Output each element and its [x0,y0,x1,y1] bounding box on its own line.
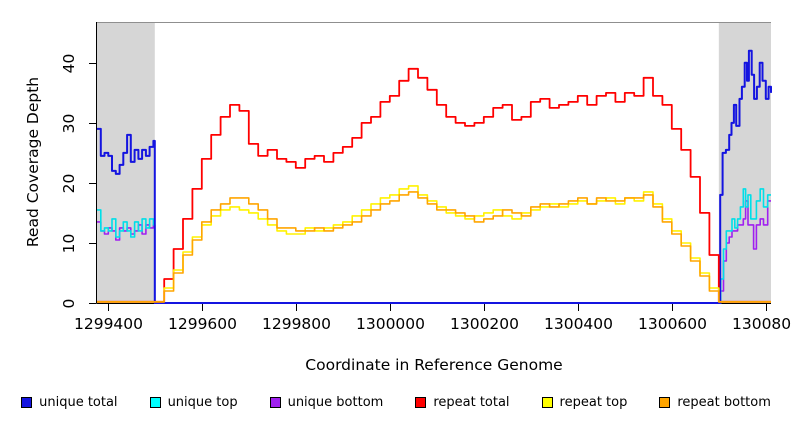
legend-item-repeat-top: repeat top [541,395,628,410]
legend-swatch-repeat-total [415,397,427,408]
y-tick-label: 30 [60,114,78,134]
legend-label: unique bottom [287,395,384,410]
legend-item-unique-total: unique total [21,395,118,410]
series-unique-bottom [97,200,771,304]
series-unique-top [97,188,771,304]
legend-swatch-unique-total [21,397,33,408]
legend-label: unique total [39,395,118,410]
legend-item-repeat-total: repeat total [415,395,510,410]
shaded-region-flank-left [97,22,155,303]
series-repeat-bottom [97,191,771,303]
legend: unique total unique top unique bottom re… [0,395,792,410]
y-tick-label: 40 [60,54,78,74]
series-unique-total [97,49,772,304]
y-tick-label: 0 [60,299,78,309]
legend-swatch-repeat-bottom [659,397,671,408]
legend-label: repeat top [559,395,628,410]
x-tick-label: 1300200 [450,315,519,333]
series-repeat-total [97,67,771,303]
legend-item-repeat-bottom: repeat bottom [659,395,771,410]
legend-label: unique top [167,395,238,410]
x-axis-title: Coordinate in Reference Genome [305,356,563,374]
x-tick-label: 1300000 [356,315,425,333]
x-tick-label: 1299600 [168,315,237,333]
x-tick-label: 1300400 [544,315,613,333]
y-axis-title: Read Coverage Depth [24,76,42,248]
x-tick-label: 1299800 [262,315,331,333]
legend-label: repeat bottom [677,395,771,410]
x-tick-label: 1300600 [638,315,707,333]
legend-swatch-repeat-top [541,397,553,408]
legend-label: repeat total [433,395,510,410]
legend-swatch-unique-bottom [269,397,281,408]
legend-swatch-unique-top [149,397,161,408]
y-tick-label: 20 [60,174,78,194]
legend-item-unique-bottom: unique bottom [269,395,384,410]
y-tick-label: 10 [60,234,78,254]
x-tick-label: 1299400 [74,315,143,333]
legend-item-unique-top: unique top [149,395,238,410]
